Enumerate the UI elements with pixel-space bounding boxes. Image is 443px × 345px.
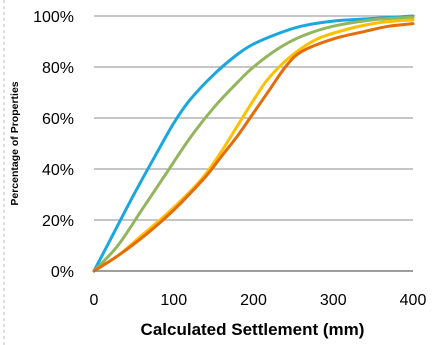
- x-axis-ticks: 0 100 200 300 400: [90, 292, 427, 309]
- series-line-2: [92, 15, 415, 273]
- y-tick-label: 0%: [51, 264, 74, 281]
- y-axis-title: Percentage of Properties: [9, 81, 21, 205]
- x-tick-label: 200: [240, 292, 267, 309]
- series-line-4: [92, 22, 415, 273]
- series-line-3: [92, 18, 415, 273]
- y-tick-label: 60%: [42, 111, 74, 128]
- y-tick-label: 40%: [42, 162, 74, 179]
- y-tick-label: 80%: [42, 60, 74, 77]
- series-lines: [92, 14, 415, 273]
- y-tick-label: 20%: [42, 213, 74, 230]
- x-tick-label: 100: [160, 292, 187, 309]
- gridlines: [94, 15, 413, 221]
- x-tick-label: 400: [400, 292, 427, 309]
- series-line-1: [92, 14, 415, 273]
- x-tick-label: 300: [320, 292, 347, 309]
- y-axis-ticks: 0% 20% 40% 60% 80% 100%: [33, 9, 74, 281]
- x-tick-label: 0: [90, 292, 99, 309]
- y-tick-label: 100%: [33, 9, 74, 26]
- x-axis-title: Calculated Settlement (mm): [141, 320, 365, 339]
